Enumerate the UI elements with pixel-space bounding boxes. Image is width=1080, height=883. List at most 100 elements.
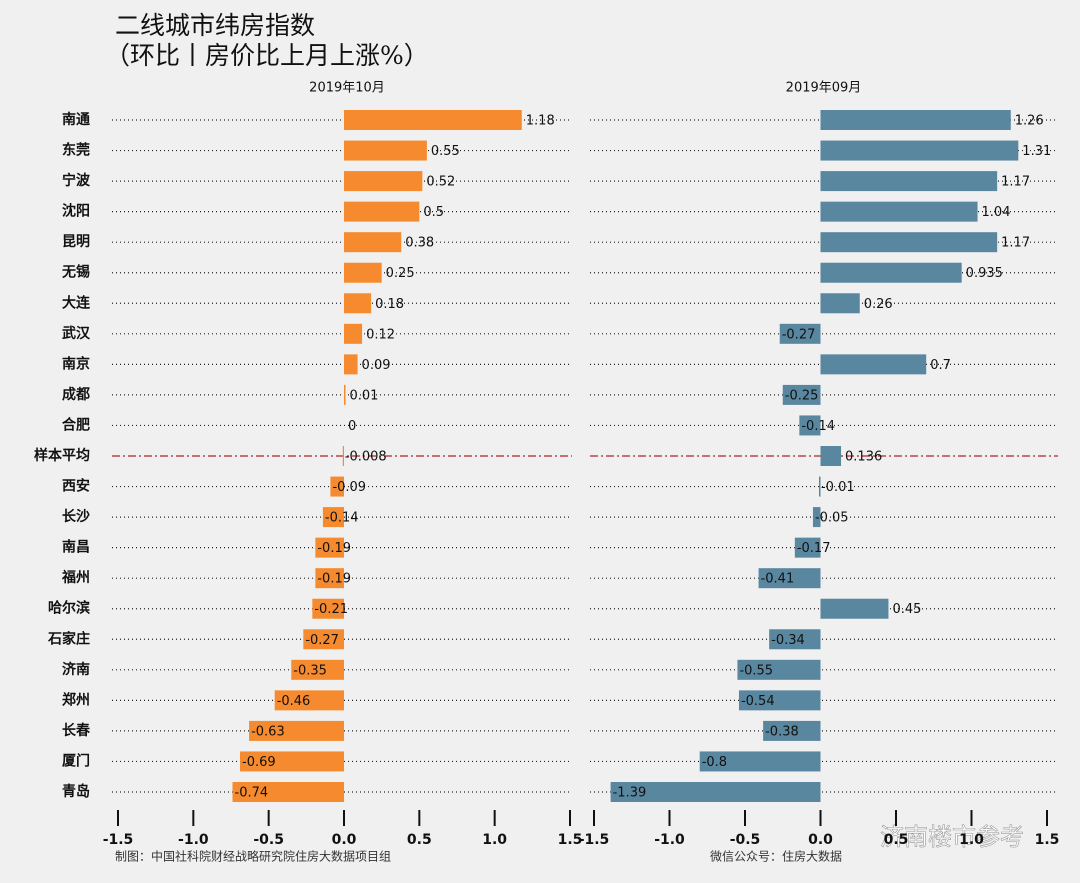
bar	[820, 232, 998, 253]
x-tick-label: -1.5	[103, 832, 134, 848]
value-label: -0.05	[815, 511, 849, 526]
bar	[699, 751, 821, 772]
value-label: 0.25	[386, 266, 415, 281]
value-label: -0.19	[317, 541, 351, 556]
category-label: 福州	[61, 569, 90, 586]
watermark: 济南楼市参考	[880, 823, 1024, 851]
x-tick-label: -1.5	[579, 832, 610, 848]
value-label: -0.69	[242, 755, 276, 770]
value-label: -0.14	[325, 511, 359, 526]
bar	[322, 507, 344, 528]
bar	[291, 659, 344, 680]
bar	[820, 446, 842, 466]
x-tick-label: -0.5	[730, 832, 761, 848]
bar	[820, 262, 962, 283]
category-label: 南通	[62, 111, 90, 128]
x-tick-label: 1.0	[959, 832, 984, 848]
value-label: -0.19	[317, 572, 351, 587]
bar	[344, 232, 402, 253]
bar	[232, 782, 344, 802]
category-label: 青岛	[62, 783, 90, 800]
value-label: -0.38	[765, 724, 799, 739]
bar	[820, 354, 927, 375]
category-label: 成都	[62, 386, 90, 403]
bar	[303, 629, 344, 650]
footer-left: 制图：中国社科院财经战略研究院住房大数据项目组	[115, 849, 391, 864]
category-label: 昆明	[62, 234, 90, 250]
value-label: 0	[348, 419, 356, 434]
value-label: -0.25	[785, 388, 819, 403]
category-label: 石家庄	[47, 630, 90, 647]
value-label: -0.46	[277, 694, 311, 709]
bar	[330, 476, 344, 497]
value-label: -0.17	[797, 541, 831, 556]
value-label: 1.18	[526, 114, 555, 129]
value-label: -0.14	[801, 419, 835, 434]
bar	[763, 720, 821, 741]
bar	[342, 446, 344, 466]
bar	[820, 140, 1019, 161]
value-label: -0.09	[332, 480, 366, 495]
value-label: -0.34	[771, 633, 805, 648]
bar	[820, 293, 860, 314]
category-label: 哈尔滨	[48, 600, 90, 617]
bar	[344, 171, 423, 192]
x-tick-label: -1.0	[654, 832, 685, 848]
bar	[782, 384, 821, 405]
x-tick-label: -0.5	[253, 832, 284, 848]
bar	[344, 323, 363, 344]
bar	[344, 262, 382, 283]
category-label: 武汉	[62, 325, 91, 342]
value-label: 0.38	[405, 236, 434, 251]
value-label: 0.136	[845, 450, 882, 465]
value-label: -0.8	[702, 755, 727, 770]
value-label: -0.35	[293, 663, 327, 678]
value-label: -0.008	[345, 450, 387, 465]
bar	[794, 537, 821, 558]
value-label: 1.17	[1001, 175, 1030, 190]
bar	[820, 598, 889, 619]
value-label: -0.74	[235, 786, 269, 801]
value-label: 1.26	[1015, 114, 1044, 129]
bar	[820, 201, 978, 222]
bar	[344, 354, 358, 375]
x-tick-label: 0.0	[332, 832, 357, 848]
x-tick-label: 0.5	[407, 832, 432, 848]
value-label: 0.01	[350, 388, 379, 403]
bar	[737, 659, 821, 680]
x-tick-label: -1.0	[178, 832, 209, 848]
category-label: 郑州	[62, 691, 90, 708]
x-tick-label: 1.5	[1035, 832, 1060, 848]
value-label: 1.04	[982, 205, 1011, 220]
bar	[779, 323, 821, 344]
bar	[769, 629, 821, 650]
bar	[820, 171, 998, 192]
bar	[315, 568, 344, 589]
panel-title: 2019年09月	[786, 81, 862, 96]
value-label: -0.27	[305, 633, 339, 648]
x-tick-label: 0.0	[808, 832, 833, 848]
category-label: 无锡	[61, 264, 90, 281]
bar	[315, 537, 344, 558]
category-label: 大连	[62, 294, 91, 311]
value-label: 0.5	[423, 205, 444, 220]
bar	[344, 293, 372, 314]
value-label: 1.17	[1001, 236, 1030, 251]
category-label: 南京	[62, 355, 90, 372]
bar	[312, 598, 344, 619]
bar	[738, 690, 821, 711]
bar	[274, 690, 344, 711]
category-label: 东莞	[62, 142, 90, 159]
bar	[344, 110, 522, 130]
category-label: 厦门	[62, 752, 90, 769]
category-label: 样本平均	[34, 447, 90, 464]
value-label: 0.26	[864, 297, 893, 312]
x-tick-label: 1.0	[482, 832, 507, 848]
x-tick-label: 0.5	[884, 832, 909, 848]
value-label: -0.63	[251, 724, 285, 739]
value-label: -1.39	[613, 786, 647, 801]
category-label: 宁波	[62, 172, 91, 189]
value-label: -0.54	[741, 694, 775, 709]
value-label: 0.55	[431, 144, 460, 159]
value-label: 0.7	[930, 358, 951, 373]
